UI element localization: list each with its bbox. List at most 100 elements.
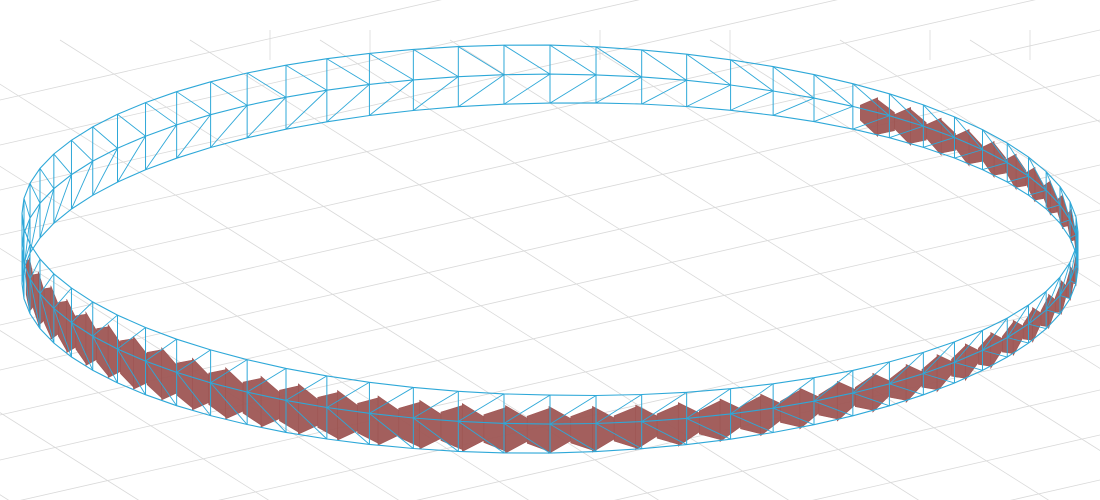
band-segment — [698, 400, 721, 440]
band-segment — [483, 407, 506, 452]
wire-diagonal — [730, 383, 774, 415]
wire-diagonal — [53, 174, 72, 224]
wire-diagonal — [458, 393, 505, 422]
wire-diagonal — [772, 407, 815, 426]
wire-diagonal — [369, 79, 414, 116]
wire-diagonal — [923, 137, 955, 148]
band-segment — [818, 382, 838, 420]
wire-diagonal — [889, 125, 924, 139]
wire-diagonal — [71, 322, 94, 371]
band-segment — [58, 300, 67, 352]
grid-line — [614, 389, 1100, 500]
wire-diagonal — [92, 148, 118, 196]
wire-diagonal — [145, 102, 177, 126]
wire-diagonal — [210, 81, 248, 106]
grid-line — [839, 39, 1100, 205]
wire-diagonal — [1069, 280, 1077, 284]
band-segment — [936, 354, 952, 393]
band-segment — [570, 407, 593, 451]
wire-diagonal — [813, 400, 854, 417]
wire-diagonal — [326, 407, 370, 445]
wire-diagonal — [730, 90, 774, 111]
band-segment — [357, 397, 379, 444]
wire-diagonal — [326, 58, 370, 85]
wire-diagonal — [982, 317, 1008, 351]
wire-diagonal — [53, 287, 72, 309]
wire-diagonal — [246, 96, 287, 139]
wire-diagonal — [1075, 249, 1079, 254]
grid-line — [0, 0, 442, 101]
band-segment — [120, 338, 134, 388]
band-segment — [461, 403, 485, 453]
band-segment — [740, 395, 761, 435]
wire-diagonal — [549, 423, 597, 452]
band-segment — [337, 389, 358, 441]
wire-diagonal — [1059, 295, 1071, 300]
wire-diagonal — [285, 400, 328, 440]
wire-diagonal — [117, 348, 146, 395]
wire-diagonal — [176, 372, 211, 416]
wire-diagonal — [686, 84, 731, 107]
band-segment — [905, 363, 923, 404]
wire-diagonal — [285, 64, 328, 91]
wire-diagonal — [176, 114, 211, 159]
wire-diagonal — [595, 423, 642, 450]
wire-diagonal — [39, 273, 55, 295]
wire-diagonal — [369, 412, 414, 449]
wire-diagonal — [29, 278, 41, 329]
wire-diagonal — [92, 314, 118, 337]
wire-diagonal — [176, 91, 211, 116]
band-segment — [951, 345, 966, 379]
wire-diagonal — [39, 188, 55, 239]
wire-diagonal — [503, 44, 551, 75]
wire-diagonal — [117, 327, 146, 350]
grid-line — [189, 39, 920, 500]
band-segment — [955, 128, 970, 167]
wire-diagonal — [210, 359, 248, 384]
grid-line — [449, 39, 1100, 451]
band-segment — [968, 130, 983, 165]
band-segment — [505, 405, 528, 454]
wire-diagonal — [852, 361, 890, 394]
band-segment — [854, 374, 874, 411]
wire-diagonal — [772, 377, 815, 409]
band-segment — [96, 326, 109, 377]
wire-diagonal — [1046, 309, 1061, 315]
wire-diagonal — [852, 115, 890, 130]
wire-diagonal — [595, 46, 642, 78]
wire-diagonal — [39, 168, 55, 189]
wire-diagonal — [1007, 337, 1029, 344]
grid-line — [0, 74, 1100, 326]
wire-diagonal — [53, 308, 72, 358]
wire-diagonal — [246, 367, 287, 393]
grid-line — [969, 39, 1100, 123]
band-segment — [836, 380, 856, 422]
grid-line — [0, 119, 1100, 371]
wire-diagonal — [889, 93, 924, 127]
wire-diagonal — [458, 74, 505, 108]
band-segment — [978, 333, 992, 367]
wire-diagonal — [92, 335, 118, 384]
wire-diagonal — [1007, 175, 1029, 183]
wire-diagonal — [23, 218, 31, 269]
wire-diagonal — [1006, 304, 1029, 338]
wire-diagonal — [176, 349, 211, 373]
wire-diagonal — [1028, 323, 1047, 330]
grid-line — [709, 39, 1100, 287]
wire-diagonal — [92, 126, 118, 149]
wire-diagonal — [549, 395, 597, 425]
wire-diagonal — [641, 79, 687, 105]
wire-diagonal — [210, 382, 248, 425]
grid-line — [0, 330, 270, 500]
wire-diagonal — [923, 373, 955, 384]
band-segment — [50, 285, 59, 340]
wire-diagonal — [641, 391, 687, 423]
band-segment — [613, 406, 636, 449]
wire-diagonal — [1045, 171, 1061, 206]
wire-diagonal — [503, 423, 551, 454]
wire-diagonal — [39, 293, 55, 344]
wire-diagonal — [413, 390, 459, 419]
wire-diagonal — [71, 139, 94, 162]
wire-diagonal — [813, 370, 854, 402]
